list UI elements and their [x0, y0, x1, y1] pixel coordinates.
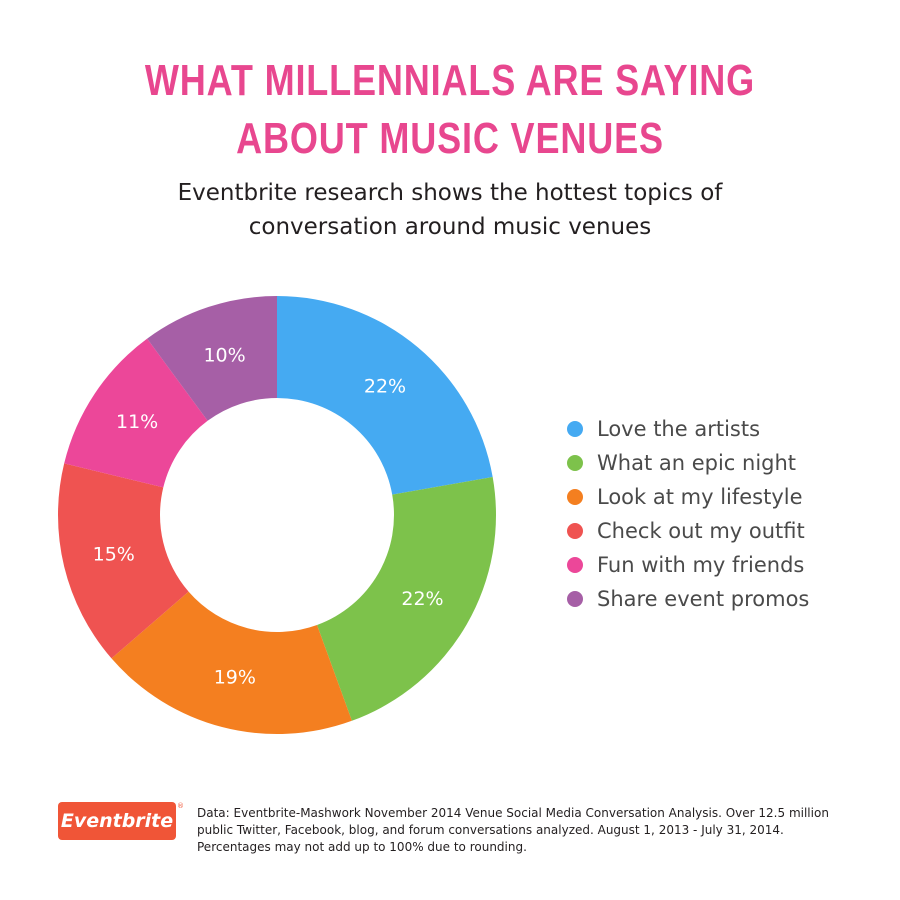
registered-mark: ® [177, 802, 184, 810]
slice-share-event-promos [147, 296, 277, 421]
slice-fun-with-my-friends [64, 338, 208, 488]
slice-label-fun-with-my-friends: 11% [116, 411, 158, 433]
legend-item-check-out-my-outfit: Check out my outfit [567, 514, 887, 548]
page-subtitle: Eventbrite research shows the hottest to… [177, 180, 723, 240]
slice-look-at-my-lifestyle [111, 591, 352, 734]
slice-love-the-artists [277, 296, 493, 495]
legend-label: Look at my lifestyle [597, 485, 803, 509]
slice-what-an-epic-night [317, 476, 496, 721]
legend-label: Fun with my friends [597, 553, 805, 577]
page-title: WHAT MILLENNIALS ARE SAYING ABOUT MUSIC … [144, 56, 756, 163]
legend-swatch [567, 489, 583, 505]
legend-swatch [567, 591, 583, 607]
donut-slice-labels: 22% 22% 19% 15% 11% 10% [93, 344, 444, 688]
legend-item-share-event-promos: Share event promos [567, 582, 887, 616]
legend-item-love-the-artists: Love the artists [567, 412, 887, 446]
legend-label: What an epic night [597, 451, 797, 475]
legend-swatch [567, 421, 583, 437]
slice-label-share-event-promos: 10% [203, 344, 245, 366]
slice-label-check-out-my-outfit: 15% [93, 544, 135, 566]
slice-label-look-at-my-lifestyle: 19% [214, 667, 256, 689]
legend-swatch [567, 455, 583, 471]
slice-check-out-my-outfit [58, 463, 189, 659]
chart-legend: Love the artists What an epic night Look a… [567, 412, 887, 616]
legend-label: Love the artists [597, 417, 761, 441]
legend-swatch [567, 523, 583, 539]
slice-label-love-the-artists: 22% [364, 375, 406, 397]
legend-item-what-an-epic-night: What an epic night [567, 446, 887, 480]
legend-swatch [567, 557, 583, 573]
legend-label: Check out my outfit [597, 519, 805, 543]
legend-item-look-at-my-lifestyle: Look at my lifestyle [567, 480, 887, 514]
donut-slices [58, 296, 496, 734]
legend-item-fun-with-my-friends: Fun with my friends [567, 548, 887, 582]
data-source-footnote: Data: Eventbrite-Mashwork November 2014 … [197, 806, 829, 854]
slice-label-what-an-epic-night: 22% [401, 588, 443, 610]
eventbrite-logo: Eventbrite [58, 802, 176, 840]
legend-label: Share event promos [597, 587, 810, 611]
